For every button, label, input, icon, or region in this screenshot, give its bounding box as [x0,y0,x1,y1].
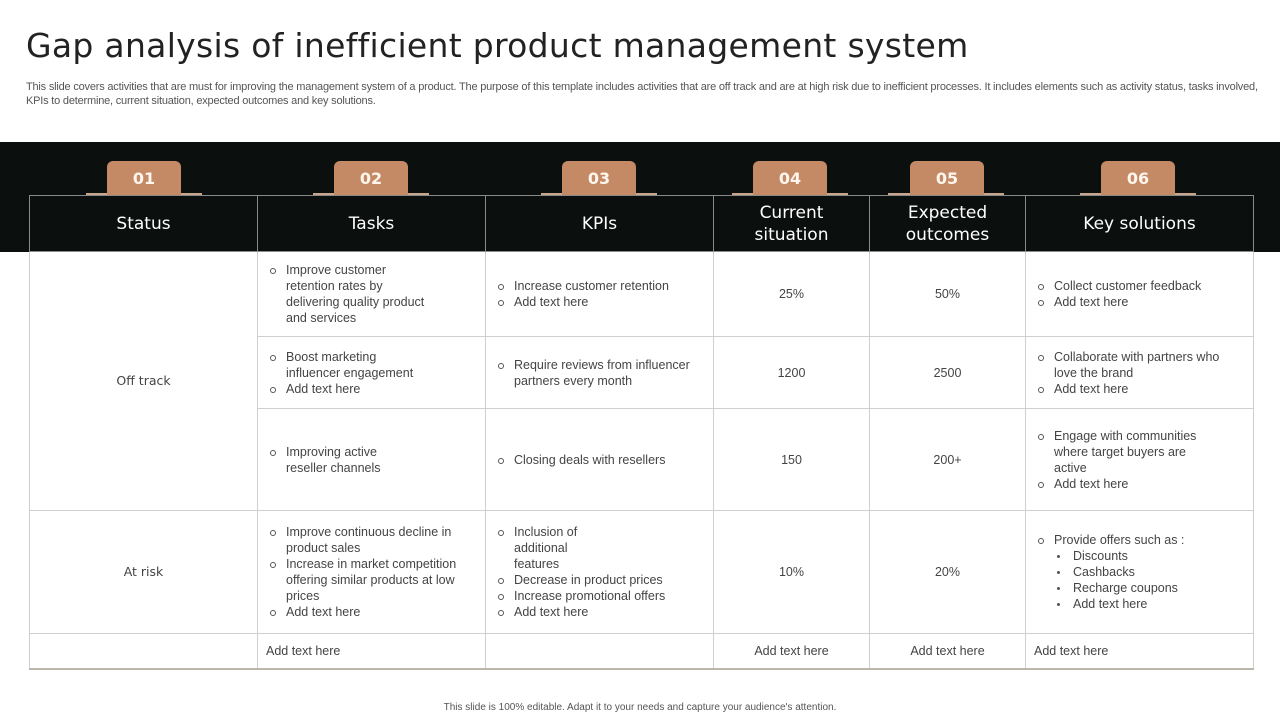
tasks-cell: Improve continuous decline in product sa… [257,510,486,634]
column-number-tab-03: 03 [562,161,636,195]
footer-kpis-cell [485,633,714,670]
list-item: Collaborate with partners who love the b… [1036,349,1245,381]
kpis-cell: Require reviews from influencer partners… [485,336,714,409]
current-situation-value: 1200 [713,336,870,409]
sub-list-item: Recharge coupons [1054,580,1245,596]
list-item: Improving active reseller channels [268,444,398,476]
list-item: Add text here [1036,476,1245,492]
list-item: Collect customer feedback [1036,278,1245,294]
expected-outcome-value: 20% [869,510,1026,634]
list-item: Increase customer retention [496,278,705,294]
list-item: Inclusion of additional features [496,524,616,572]
current-situation-value: 150 [713,408,870,511]
table-header-row: Status Tasks KPIs Current situation Expe… [29,195,1254,252]
footer-status-cell [29,633,258,670]
current-situation-value: 10% [713,510,870,634]
page-description: This slide covers activities that are mu… [26,81,1258,107]
solutions-cell: Collect customer feedback Add text here [1025,251,1254,337]
table-footer-row: Add text here Add text here Add text her… [29,633,1254,670]
footer-solutions-cell: Add text here [1025,633,1254,670]
offers-sublist: Discounts Cashbacks Recharge coupons Add… [1054,548,1245,612]
table-row: Improving active reseller channels Closi… [30,408,1254,511]
list-item: Add text here [1036,381,1245,397]
kpis-cell: Increase customer retention Add text her… [485,251,714,337]
expected-outcome-value: 200+ [869,408,1026,511]
column-number-tab-02: 02 [334,161,408,195]
tasks-cell: Boost marketing influencer engagement Ad… [257,336,486,409]
list-item: Provide offers such as : Discounts Cashb… [1036,532,1245,612]
sub-list-item: Discounts [1054,548,1245,564]
list-item: Improve continuous decline in product sa… [268,524,477,556]
solutions-cell: Collaborate with partners who love the b… [1025,336,1254,409]
slide-footer-note: This slide is 100% editable. Adapt it to… [443,702,837,713]
kpis-cell: Closing deals with resellers [485,408,714,511]
current-situation-value: 25% [713,251,870,337]
column-number-tab-06: 06 [1101,161,1175,195]
list-item: Increase in market competition offering … [268,556,477,604]
column-number-tab-05: 05 [910,161,984,195]
list-item: Decrease in product prices [496,572,705,588]
list-item: Add text here [496,604,705,620]
header-kpis: KPIs [485,195,714,252]
footer-tasks-cell: Add text here [257,633,486,670]
footer-current-cell: Add text here [713,633,870,670]
expected-outcome-value: 2500 [869,336,1026,409]
solutions-cell: Provide offers such as : Discounts Cashb… [1025,510,1254,634]
column-number-tab-01: 01 [107,161,181,195]
list-item: Increase promotional offers [496,588,705,604]
table-row: Off track Improve customer retention rat… [29,251,1254,511]
list-item: Boost marketing influencer engagement [268,349,428,381]
page-title: Gap analysis of inefficient product mana… [26,26,969,65]
gap-analysis-table: Status Tasks KPIs Current situation Expe… [29,195,1254,670]
column-number-tab-04: 04 [753,161,827,195]
tasks-cell: Improve customer retention rates by deli… [257,251,486,337]
table-row: At risk Improve continuous decline in pr… [29,510,1254,634]
list-item: Add text here [268,381,477,397]
list-item: Add text here [1036,294,1245,310]
list-item: Add text here [268,604,477,620]
footer-expected-cell: Add text here [869,633,1026,670]
tasks-cell: Improving active reseller channels [257,408,486,511]
expected-outcome-value: 50% [869,251,1026,337]
header-status: Status [29,195,258,252]
status-at-risk: At risk [29,510,258,634]
header-tasks: Tasks [257,195,486,252]
kpis-cell: Inclusion of additional features Decreas… [485,510,714,634]
list-item: Improve customer retention rates by deli… [268,262,438,326]
sub-list-item: Cashbacks [1054,564,1245,580]
list-item: Engage with communities where target buy… [1036,428,1201,476]
header-expected-outcomes: Expected outcomes [869,195,1026,252]
sub-list-item: Add text here [1054,596,1245,612]
header-current-situation: Current situation [713,195,870,252]
solutions-cell: Engage with communities where target buy… [1025,408,1254,511]
status-off-track: Off track [29,251,258,511]
list-item: Add text here [496,294,705,310]
list-item: Closing deals with resellers [496,452,705,468]
header-key-solutions: Key solutions [1025,195,1254,252]
list-item: Require reviews from influencer partners… [496,357,701,389]
